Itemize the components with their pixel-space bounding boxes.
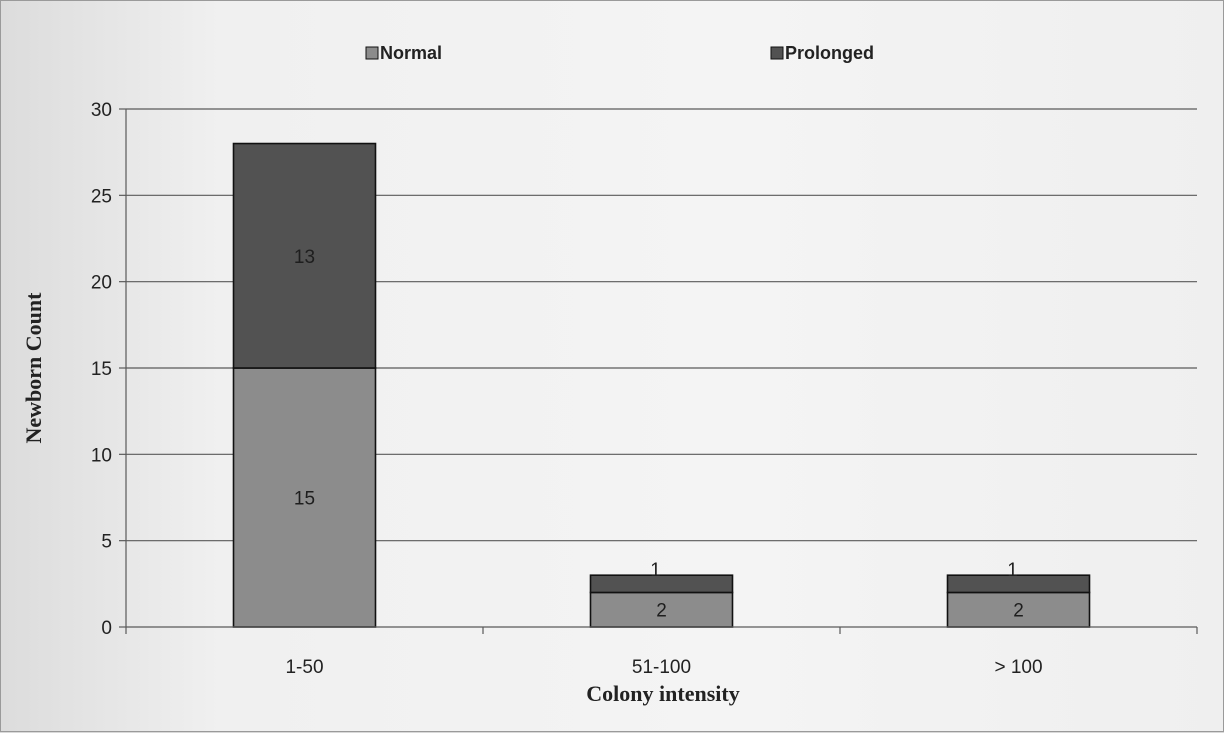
bar-prolonged-0 [232, 142, 377, 369]
legend-swatch-normal [365, 46, 379, 60]
data-label-normal-0: 15 [294, 489, 315, 510]
data-label-prolonged-2: 1 [1007, 560, 1018, 581]
data-label-prolonged-1: 1 [650, 560, 661, 581]
y-tick-label: 25 [91, 186, 112, 207]
legend-swatch-prolonged [770, 46, 784, 60]
legend-label-prolonged: Prolonged [785, 43, 874, 63]
bar-prolonged-2 [946, 574, 1091, 594]
x-tick-label: > 100 [994, 657, 1042, 678]
data-label-normal-2: 2 [1013, 601, 1024, 622]
axes: 0 5 10 15 20 25 30 1-50 51-100 > 100 [91, 100, 1198, 678]
bar-normal-1 [589, 591, 734, 628]
x-tick-label: 1-50 [285, 657, 323, 678]
data-labels: 15 13 2 1 2 1 [294, 247, 1024, 622]
y-tick-label: 15 [91, 359, 112, 380]
legend: Normal Prolonged [365, 43, 874, 63]
y-tick-label: 30 [91, 100, 112, 121]
data-label-prolonged-0: 13 [294, 247, 315, 268]
x-tick-label: 51-100 [632, 657, 691, 678]
y-tick-label: 5 [101, 532, 112, 553]
legend-label-normal: Normal [380, 43, 442, 63]
y-axis-title: Newborn Count [21, 292, 46, 444]
bar-prolonged-1 [589, 574, 734, 594]
x-axis-title: Colony intensity [586, 681, 739, 706]
data-label-normal-1: 2 [656, 601, 667, 622]
bars [232, 142, 1091, 628]
y-tick-label: 20 [91, 273, 112, 294]
y-tick-label: 0 [101, 618, 112, 639]
y-tick-label: 10 [91, 445, 112, 466]
